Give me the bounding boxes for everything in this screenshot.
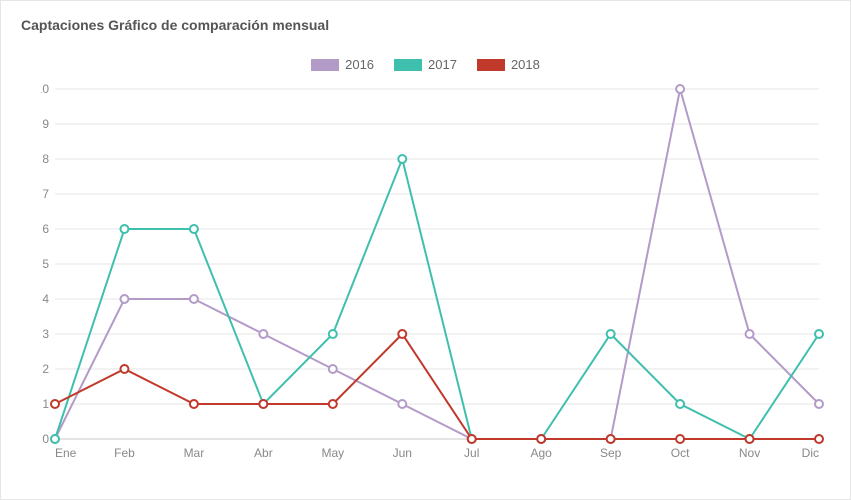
chart-title: Captaciones Gráfico de comparación mensu… bbox=[21, 17, 329, 33]
data-point[interactable] bbox=[259, 330, 267, 338]
data-point[interactable] bbox=[51, 400, 59, 408]
y-tick-label: 7 bbox=[42, 187, 49, 201]
data-point[interactable] bbox=[746, 330, 754, 338]
data-point[interactable] bbox=[329, 400, 337, 408]
data-point[interactable] bbox=[537, 435, 545, 443]
y-tick-label: 8 bbox=[42, 152, 49, 166]
y-tick-label: 0 bbox=[42, 432, 49, 446]
data-point[interactable] bbox=[607, 330, 615, 338]
y-tick-label: 2 bbox=[42, 362, 49, 376]
data-point[interactable] bbox=[398, 330, 406, 338]
x-tick-label: Abr bbox=[254, 446, 273, 460]
y-tick-label: 6 bbox=[42, 222, 49, 236]
data-point[interactable] bbox=[607, 435, 615, 443]
data-point[interactable] bbox=[746, 435, 754, 443]
data-point[interactable] bbox=[815, 400, 823, 408]
y-tick-label: 3 bbox=[42, 327, 49, 341]
data-point[interactable] bbox=[468, 435, 476, 443]
y-tick-label: 10 bbox=[41, 83, 49, 96]
data-point[interactable] bbox=[676, 400, 684, 408]
data-point[interactable] bbox=[815, 435, 823, 443]
legend-swatch bbox=[311, 59, 339, 71]
data-point[interactable] bbox=[51, 435, 59, 443]
series-line-2018 bbox=[55, 334, 819, 439]
x-tick-label: Dic bbox=[802, 446, 819, 460]
x-tick-label: Jul bbox=[464, 446, 479, 460]
x-tick-label: Ago bbox=[531, 446, 553, 460]
chart-panel: Captaciones Gráfico de comparación mensu… bbox=[0, 0, 851, 500]
x-tick-label: Nov bbox=[739, 446, 760, 460]
legend-item-2016[interactable]: 2016 bbox=[311, 57, 374, 72]
data-point[interactable] bbox=[676, 85, 684, 93]
chart-plot: 0 1 2 3 4 5 6 7 8 9 10 Ene Feb Mar Abr May Jun Jul Ago Sep O… bbox=[41, 83, 831, 463]
data-point[interactable] bbox=[398, 155, 406, 163]
data-point[interactable] bbox=[398, 400, 406, 408]
y-tick-label: 9 bbox=[42, 117, 49, 131]
data-point[interactable] bbox=[190, 295, 198, 303]
x-tick-label: Mar bbox=[184, 446, 205, 460]
legend-label: 2016 bbox=[345, 57, 374, 72]
x-tick-label: Sep bbox=[600, 446, 622, 460]
data-point[interactable] bbox=[329, 330, 337, 338]
data-point[interactable] bbox=[815, 330, 823, 338]
legend-label: 2017 bbox=[428, 57, 457, 72]
x-tick-label: Oct bbox=[671, 446, 690, 460]
data-point[interactable] bbox=[676, 435, 684, 443]
legend-label: 2018 bbox=[511, 57, 540, 72]
chart-svg: 0 1 2 3 4 5 6 7 8 9 10 Ene Feb Mar Abr May Jun Jul Ago Sep O… bbox=[41, 83, 831, 463]
chart-legend: 2016 2017 2018 bbox=[1, 57, 850, 74]
x-tick-label: Ene bbox=[55, 446, 77, 460]
data-point[interactable] bbox=[329, 365, 337, 373]
data-point[interactable] bbox=[120, 225, 128, 233]
x-tick-label: May bbox=[321, 446, 344, 460]
data-point[interactable] bbox=[190, 225, 198, 233]
data-point[interactable] bbox=[120, 365, 128, 373]
data-point[interactable] bbox=[190, 400, 198, 408]
legend-item-2017[interactable]: 2017 bbox=[394, 57, 457, 72]
legend-item-2018[interactable]: 2018 bbox=[477, 57, 540, 72]
y-tick-label: 5 bbox=[42, 257, 49, 271]
legend-swatch bbox=[394, 59, 422, 71]
legend-swatch bbox=[477, 59, 505, 71]
x-tick-label: Jun bbox=[393, 446, 412, 460]
x-tick-label: Feb bbox=[114, 446, 135, 460]
data-point[interactable] bbox=[120, 295, 128, 303]
y-tick-label: 4 bbox=[42, 292, 49, 306]
data-point[interactable] bbox=[259, 400, 267, 408]
y-tick-label: 1 bbox=[42, 397, 49, 411]
